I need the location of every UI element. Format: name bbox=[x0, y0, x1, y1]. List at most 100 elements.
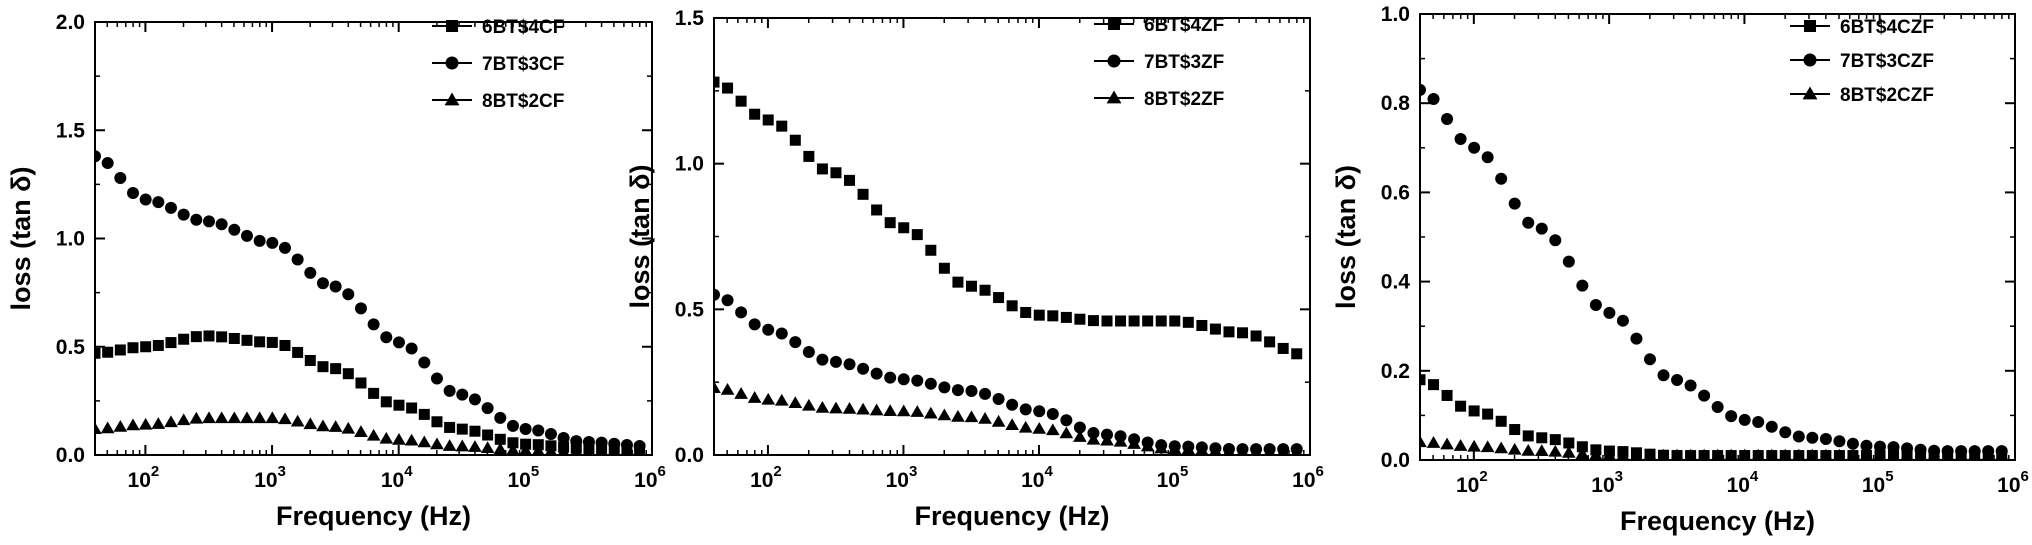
data-point-square bbox=[355, 377, 367, 389]
x-tick-label: 105 bbox=[507, 463, 539, 492]
data-point-circle bbox=[1711, 400, 1724, 413]
x-tick-base: 10 bbox=[1862, 474, 1885, 497]
data-point-square bbox=[871, 204, 883, 216]
x-tick-label: 106 bbox=[1997, 468, 2029, 497]
data-point-triangle bbox=[1195, 443, 1209, 455]
data-point-square bbox=[1047, 310, 1059, 322]
data-point-circle bbox=[329, 280, 342, 293]
data-point-square bbox=[304, 354, 316, 366]
series-layer bbox=[1420, 83, 2009, 460]
data-point-triangle bbox=[1914, 448, 1928, 460]
data-point-circle bbox=[177, 208, 190, 221]
data-point-circle bbox=[582, 436, 595, 449]
data-point-square bbox=[431, 416, 443, 428]
y-axis-title: loss (tan δ) bbox=[625, 165, 655, 309]
data-point-circle bbox=[164, 201, 177, 214]
data-point-triangle bbox=[802, 398, 816, 411]
y-tick-label: 0.0 bbox=[1381, 449, 1410, 472]
data-point-square bbox=[884, 217, 896, 229]
data-point-triangle bbox=[596, 446, 607, 455]
series-layer bbox=[714, 76, 1303, 455]
data-point-triangle bbox=[265, 411, 280, 424]
legend-item: 8BT$2CZF bbox=[1790, 85, 1934, 106]
data-point-square bbox=[95, 347, 101, 359]
legend-marker-circle bbox=[445, 56, 459, 70]
data-point-circle bbox=[992, 392, 1005, 405]
data-point-triangle bbox=[1561, 446, 1576, 458]
data-point-triangle bbox=[1018, 420, 1033, 433]
data-point-triangle bbox=[328, 420, 343, 432]
y-tick-label: 1.5 bbox=[675, 7, 705, 30]
data-point-square bbox=[1128, 315, 1140, 327]
data-point-circle bbox=[911, 374, 924, 387]
data-point-triangle bbox=[1927, 448, 1941, 460]
data-point-square bbox=[1142, 315, 1154, 327]
legend-marker-circle bbox=[1107, 54, 1121, 68]
x-tick-exponent: 2 bbox=[773, 463, 781, 480]
data-point-triangle bbox=[1575, 447, 1590, 460]
legend-item: 7BT$3CF bbox=[432, 54, 564, 75]
data-point-square bbox=[1169, 315, 1181, 327]
data-point-triangle bbox=[1073, 430, 1087, 442]
data-point-triangle bbox=[227, 411, 242, 424]
legend-item: 8BT$2ZF bbox=[1094, 89, 1224, 110]
data-point-circle bbox=[1738, 413, 1751, 426]
data-point-triangle bbox=[570, 445, 582, 455]
data-point-circle bbox=[1019, 403, 1032, 416]
data-point-square bbox=[1020, 306, 1032, 318]
data-point-triangle bbox=[252, 411, 267, 424]
data-point-square bbox=[1522, 430, 1534, 442]
x-tick-base: 10 bbox=[128, 469, 151, 492]
data-point-triangle bbox=[1521, 443, 1536, 456]
data-point-triangle bbox=[544, 444, 557, 455]
x-tick-label: 103 bbox=[254, 463, 286, 492]
x-tick-base: 10 bbox=[750, 469, 773, 492]
x-tick-exponent: 3 bbox=[1615, 468, 1623, 485]
data-point-square bbox=[1074, 313, 1086, 325]
data-point-triangle bbox=[1086, 432, 1101, 445]
x-tick-exponent: 5 bbox=[531, 463, 539, 480]
data-point-circle bbox=[721, 294, 734, 307]
data-point-triangle bbox=[1263, 445, 1276, 455]
data-point-square bbox=[292, 346, 304, 358]
data-point-circle bbox=[354, 302, 367, 315]
legend-label: 7BT$3ZF bbox=[1144, 52, 1224, 73]
data-point-circle bbox=[101, 157, 114, 170]
data-point-triangle bbox=[896, 404, 911, 417]
data-point-circle bbox=[1725, 410, 1738, 423]
data-point-triangle bbox=[1181, 442, 1196, 455]
legend-label: 8BT$2ZF bbox=[1144, 89, 1224, 110]
data-point-triangle bbox=[379, 431, 394, 444]
legend-item: 6BT$4ZF bbox=[1094, 15, 1224, 36]
data-point-square bbox=[1291, 348, 1303, 360]
data-point-circle bbox=[1779, 426, 1792, 439]
data-point-square bbox=[418, 408, 430, 420]
series-circle bbox=[95, 150, 646, 452]
data-point-square bbox=[127, 342, 139, 354]
data-point-circle bbox=[418, 356, 431, 369]
data-point-circle bbox=[857, 362, 870, 375]
data-point-circle bbox=[228, 223, 241, 236]
y-tick-label: 0.4 bbox=[1381, 271, 1411, 294]
x-tick-exponent: 6 bbox=[1316, 463, 1324, 480]
data-point-circle bbox=[951, 384, 964, 397]
x-axis-title: Frequency (Hz) bbox=[1620, 506, 1815, 536]
data-point-triangle bbox=[842, 401, 857, 414]
legend-label: 8BT$2CF bbox=[482, 91, 564, 112]
data-point-circle bbox=[1420, 83, 1426, 96]
x-tick-base: 10 bbox=[507, 469, 530, 492]
data-point-square bbox=[844, 174, 856, 186]
series-triangle bbox=[95, 411, 645, 455]
data-point-circle bbox=[1846, 437, 1859, 450]
data-point-square bbox=[216, 331, 228, 343]
data-point-triangle bbox=[176, 413, 191, 426]
data-point-triangle bbox=[1167, 442, 1182, 455]
legend-item: 8BT$2CF bbox=[432, 91, 564, 112]
data-point-triangle bbox=[720, 383, 735, 395]
data-point-square bbox=[1420, 374, 1426, 386]
data-point-square bbox=[203, 330, 215, 342]
data-point-triangle bbox=[1100, 433, 1114, 446]
data-point-circle bbox=[1589, 299, 1602, 312]
data-point-triangle bbox=[1670, 448, 1684, 460]
